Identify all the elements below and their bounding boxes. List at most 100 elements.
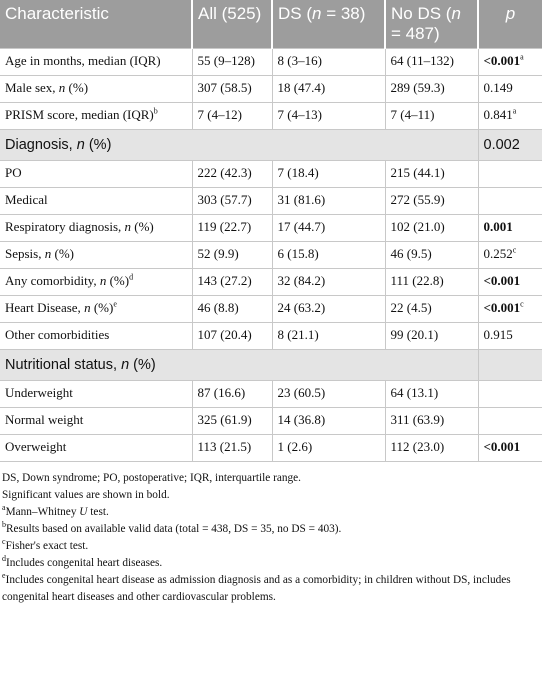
section-p-value: [477, 349, 542, 381]
table-row: Respiratory diagnosis, n (%) 119 (22.7) 17…: [0, 214, 542, 242]
text: 55 (9–128): [197, 53, 255, 68]
text: 107 (20.4): [197, 327, 252, 342]
table-cell: 31 (81.6): [271, 187, 386, 215]
text: (%): [129, 357, 156, 373]
table-cell: 289 (59.3): [384, 75, 479, 103]
footnote: cFisher's exact test.: [2, 538, 540, 555]
superscript: a: [512, 106, 517, 116]
bold-text: <0.001: [483, 53, 521, 68]
section-p-value: 0.002: [477, 129, 542, 161]
footnote: Significant values are shown in bold.: [2, 487, 540, 504]
text: 289 (59.3): [390, 80, 445, 95]
italic-text: n: [44, 246, 52, 261]
text: (%): [131, 219, 154, 234]
table-cell: 0.915: [477, 322, 542, 350]
text: Male sex,: [5, 80, 59, 95]
superscript: c: [512, 245, 517, 255]
row-label: Other comorbidities: [0, 322, 193, 350]
table-cell: 112 (23.0): [384, 434, 479, 462]
text: 215 (44.1): [390, 165, 445, 180]
text: Significant values are shown in bold.: [2, 489, 170, 501]
text: (%): [106, 273, 130, 288]
header-cell: Characteristic: [0, 0, 193, 49]
text: 64 (11–132): [390, 53, 454, 68]
superscript: d: [129, 272, 134, 282]
text: 14 (36.8): [277, 412, 326, 427]
row-label: Heart Disease, n (%)e: [0, 295, 193, 323]
table-row: Any comorbidity, n (%)d 143 (27.2) 32 (84.…: [0, 268, 542, 296]
table-row: Medical 303 (57.7) 31 (81.6) 272 (55.9): [0, 187, 542, 215]
text: (%): [51, 246, 74, 261]
text: test.: [87, 506, 109, 518]
text: 119 (22.7): [197, 219, 252, 234]
text: 17 (44.7): [277, 219, 326, 234]
text: Characteristic: [5, 4, 109, 23]
italic-text: n: [58, 80, 66, 95]
section-heading: Nutritional status, n (%): [0, 349, 479, 381]
text: Sepsis,: [5, 246, 45, 261]
text: 99 (20.1): [390, 327, 439, 342]
section-row: Nutritional status, n (%): [0, 349, 542, 381]
table-cell: 87 (16.6): [191, 380, 273, 408]
text: 18 (47.4): [277, 80, 326, 95]
text: Respiratory diagnosis,: [5, 219, 125, 234]
text: 311 (63.9): [390, 412, 445, 427]
footnote: DS, Down syndrome; PO, postoperative; IQ…: [2, 470, 540, 487]
row-label: Respiratory diagnosis, n (%): [0, 214, 193, 242]
table-cell: 24 (63.2): [271, 295, 386, 323]
text: 64 (13.1): [390, 385, 439, 400]
table-body: Age in months, median (IQR) 55 (9–128) 8 (…: [0, 48, 542, 462]
text: 8 (3–16): [277, 53, 322, 68]
table-cell: <0.001c: [477, 295, 542, 323]
text: Any comorbidity,: [5, 273, 100, 288]
table-cell: 46 (9.5): [384, 241, 479, 269]
text: 46 (8.8): [197, 300, 239, 315]
table-cell: 325 (61.9): [191, 407, 273, 435]
table-cell: [477, 187, 542, 215]
table-cell: 107 (20.4): [191, 322, 273, 350]
table-cell: 111 (22.8): [384, 268, 479, 296]
superscript: b: [2, 520, 6, 530]
superscript: e: [2, 571, 6, 581]
italic-text: U: [79, 506, 88, 518]
table-cell: 0.252c: [477, 241, 542, 269]
table-cell: 64 (11–132): [384, 48, 479, 76]
table-cell: 46 (8.8): [191, 295, 273, 323]
table-cell: 1 (2.6): [271, 434, 386, 462]
text: All (525): [198, 4, 262, 23]
table-cell: 8 (3–16): [271, 48, 386, 76]
table-cell: 32 (84.2): [271, 268, 386, 296]
text: Mann–Whitney: [5, 506, 80, 518]
table-cell: 0.841a: [477, 102, 542, 130]
superscript: c: [520, 299, 524, 309]
footnote: bResults based on available valid data (…: [2, 521, 540, 538]
footnote: aMann–Whitney U test.: [2, 504, 540, 521]
text: 8 (21.1): [277, 327, 319, 342]
table-cell: 17 (44.7): [271, 214, 386, 242]
text: DS (: [278, 4, 312, 23]
text: 23 (60.5): [277, 385, 326, 400]
table-cell: 22 (4.5): [384, 295, 479, 323]
table-row: Age in months, median (IQR) 55 (9–128) 8 (…: [0, 48, 542, 76]
row-label: Age in months, median (IQR): [0, 48, 193, 76]
text: No DS (: [391, 4, 452, 23]
superscript: c: [2, 537, 6, 547]
text: 7 (4–13): [277, 107, 322, 122]
text: Includes congenital heart disease as adm…: [2, 574, 511, 603]
row-label: PRISM score, median (IQR)b: [0, 102, 193, 130]
text: 143 (27.2): [197, 273, 252, 288]
table-cell: 0.001: [477, 214, 542, 242]
italic-text: n: [84, 300, 91, 315]
text: Includes congenital heart diseases.: [6, 557, 163, 569]
text: 6 (15.8): [277, 246, 319, 261]
italic-text: n: [121, 357, 130, 373]
text: Underweight: [5, 385, 73, 400]
table-cell: 18 (47.4): [271, 75, 386, 103]
text: Diagnosis,: [5, 137, 77, 153]
table: Characteristic All (525) DS (n = 38) No DS …: [0, 0, 542, 462]
row-label: Any comorbidity, n (%)d: [0, 268, 193, 296]
table-cell: 0.149: [477, 75, 542, 103]
superscript: d: [2, 554, 6, 564]
table-cell: 215 (44.1): [384, 160, 479, 188]
table-cell: 7 (4–12): [191, 102, 273, 130]
